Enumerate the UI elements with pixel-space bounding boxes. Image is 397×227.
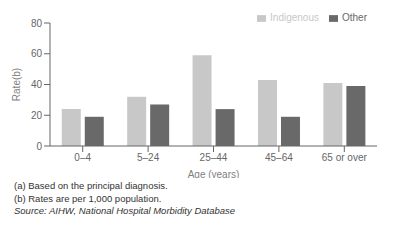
svg-text:40: 40 — [31, 79, 43, 90]
svg-text:5–24: 5–24 — [137, 152, 160, 163]
html-text:(a) Based on the principal dia: (a) Based on the principal diagnosis. — [14, 180, 168, 191]
svg-text:Age (years): Age (years) — [188, 169, 240, 178]
html-text:Other: Other — [342, 12, 367, 23]
svg-text:Rate(b): Rate(b) — [11, 68, 22, 101]
svg-text:25–44: 25–44 — [200, 152, 228, 163]
svg-text:80: 80 — [31, 18, 43, 29]
svg-text:45–64: 45–64 — [265, 152, 293, 163]
svg-text:20: 20 — [31, 110, 43, 121]
html-text:(b) Rates are per 1,000 popula: (b) Rates are per 1,000 population. — [14, 192, 162, 204]
html-text:Source: AIHW, National Hospita: Source: AIHW, National Hospital Morbidit… — [14, 205, 236, 216]
svg-text:60: 60 — [31, 48, 43, 59]
html-text:Indigenous: Indigenous — [270, 12, 319, 23]
svg-text:0: 0 — [36, 141, 42, 152]
svg-text:65 or over: 65 or over — [322, 152, 368, 163]
svg-text:0–4: 0–4 — [74, 152, 91, 163]
